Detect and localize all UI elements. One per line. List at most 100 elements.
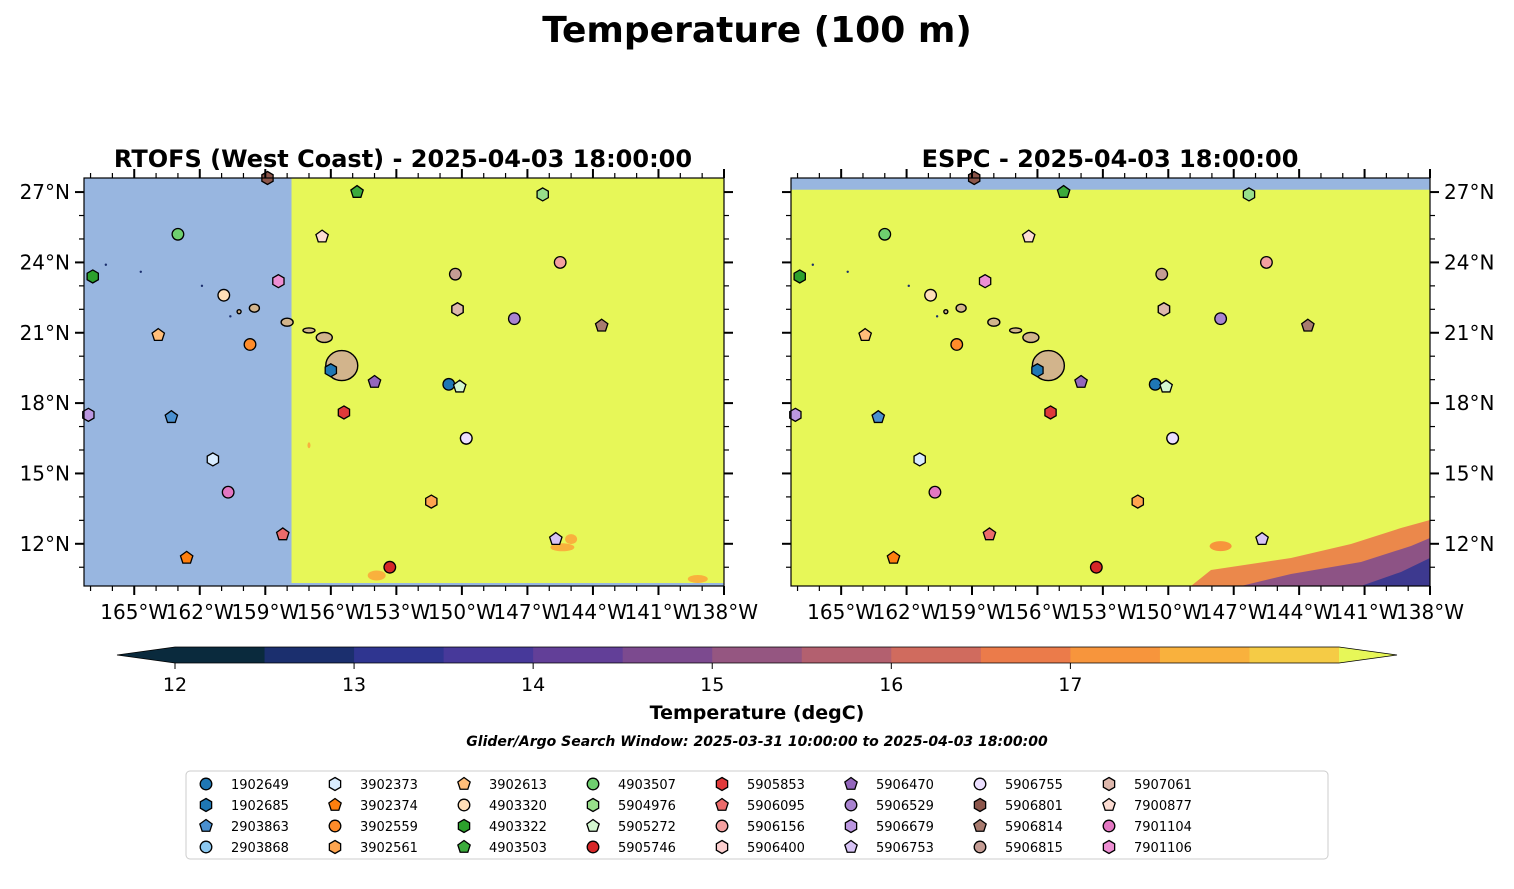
island bbox=[302, 327, 316, 334]
platform-marker-1902685 bbox=[1031, 363, 1044, 378]
platform-marker-4903320 bbox=[217, 288, 231, 302]
markers-espc bbox=[789, 170, 1315, 574]
platform-marker-3902613 bbox=[151, 327, 166, 342]
legend-marker bbox=[328, 819, 342, 833]
legend-label: 5907061 bbox=[1134, 778, 1192, 793]
lon-label: 144°W bbox=[1265, 600, 1333, 624]
legend-marker bbox=[1102, 839, 1116, 855]
platform-marker-5906815 bbox=[448, 267, 462, 281]
legend-label: 2903868 bbox=[231, 841, 289, 856]
lat-label: 15°N bbox=[1444, 461, 1494, 485]
platform-marker-3902374 bbox=[886, 550, 901, 564]
colorbar-tick-labels: 12 13 14 15 16 17 bbox=[163, 674, 1083, 696]
platform-marker-5906156 bbox=[553, 255, 567, 269]
platform-marker-7901104 bbox=[221, 485, 235, 499]
platform-marker-5906755 bbox=[459, 431, 473, 445]
legend-label: 5906815 bbox=[1005, 841, 1063, 856]
legend-marker bbox=[328, 839, 342, 855]
lon-label: 162°W bbox=[873, 600, 941, 624]
ticks-rtofs bbox=[75, 169, 733, 595]
lon-label: 147°W bbox=[1200, 600, 1268, 624]
platform-marker-5905746 bbox=[383, 560, 397, 574]
legend-marker bbox=[715, 797, 729, 811]
platform-marker-5906814 bbox=[1300, 318, 1315, 332]
lon-labels-rtofs: 165°W 162°W 159°W 156°W 153°W 150°W 147°… bbox=[100, 600, 758, 624]
legend-label: 3902559 bbox=[360, 820, 418, 835]
legend-item: 4903322 bbox=[457, 818, 547, 835]
colorbar-segment bbox=[1249, 647, 1340, 663]
island bbox=[315, 331, 333, 344]
lon-label: 165°W bbox=[100, 600, 168, 624]
platform-legend: 1902649 1902685 2903863 2903868 3902373 39023… bbox=[185, 770, 1329, 860]
platform-marker-5906755 bbox=[1166, 431, 1180, 445]
legend-label: 2903863 bbox=[231, 820, 289, 835]
legend-marker bbox=[586, 840, 600, 854]
platform-marker-7901106 bbox=[272, 273, 285, 289]
legend-label: 7901106 bbox=[1134, 841, 1192, 856]
platform-marker-5905272 bbox=[452, 379, 467, 393]
colorbar-label: Temperature (degC) bbox=[650, 702, 865, 724]
legend-item: 7901104 bbox=[1102, 819, 1192, 835]
legend-item: 5906400 bbox=[715, 839, 805, 856]
colorbar-high-extend bbox=[1339, 647, 1397, 663]
legend-marker bbox=[1102, 819, 1116, 833]
colorbar-segment bbox=[891, 647, 982, 663]
platform-marker-7900877 bbox=[315, 229, 330, 243]
legend-label: 5906755 bbox=[1005, 778, 1063, 793]
lon-label: 162°W bbox=[166, 600, 234, 624]
island bbox=[248, 303, 261, 313]
platform-marker-4903503 bbox=[350, 184, 364, 198]
legend-marker bbox=[457, 798, 471, 812]
lat-label: 18°N bbox=[20, 391, 70, 415]
lat-labels-rtofs: 12°N 15°N 18°N 21°N 24°N 27°N bbox=[20, 180, 70, 556]
lon-label: 153°W bbox=[362, 600, 430, 624]
platform-marker-4903322 bbox=[86, 269, 100, 284]
colorbar-ticks bbox=[174, 663, 1071, 669]
legend-marker bbox=[457, 818, 471, 834]
warm-anomaly-patch bbox=[687, 574, 708, 583]
legend-marker bbox=[586, 797, 600, 813]
warm-anomaly-patch bbox=[307, 442, 311, 449]
colorbar-low-extend bbox=[117, 647, 175, 663]
legend-item: 3902373 bbox=[328, 776, 418, 793]
platform-marker-5906753 bbox=[1255, 531, 1270, 546]
platform-marker-5906753 bbox=[548, 531, 563, 546]
legend-marker bbox=[844, 798, 858, 812]
legend-marker bbox=[328, 776, 342, 792]
platform-marker-3902613 bbox=[858, 327, 873, 342]
legend-label: 5905272 bbox=[618, 820, 676, 835]
legend-item: 3902374 bbox=[328, 797, 418, 814]
lon-label: 141°W bbox=[1331, 600, 1399, 624]
legend-item: 5906801 bbox=[973, 797, 1063, 814]
no-data-region bbox=[84, 178, 292, 586]
legend-item: 7901106 bbox=[1102, 839, 1192, 856]
legend-marker bbox=[199, 797, 213, 813]
legend-label: 5906814 bbox=[1005, 820, 1063, 835]
lon-labels-espc: 165°W 162°W 159°W 156°W 153°W 150°W 147°… bbox=[807, 600, 1464, 624]
platform-marker-5906156 bbox=[1259, 255, 1273, 269]
cool-water-region bbox=[1361, 558, 1430, 586]
lat-labels-espc: 12°N 15°N 18°N 21°N 24°N 27°N bbox=[1444, 180, 1494, 556]
legend-box bbox=[185, 770, 1329, 860]
legend-item: 2903868 bbox=[199, 840, 289, 856]
platform-marker-4903507 bbox=[171, 227, 185, 241]
colorbar-tick-label: 16 bbox=[879, 674, 903, 696]
legend-marker bbox=[328, 797, 342, 811]
platform-marker-5906814 bbox=[594, 318, 609, 332]
platform-marker-5906529 bbox=[1214, 312, 1228, 326]
warm-anomaly-patch bbox=[367, 570, 386, 581]
legend-item: 5906755 bbox=[973, 777, 1063, 793]
legend-label: 5905746 bbox=[618, 841, 676, 856]
legend-item: 7900877 bbox=[1102, 797, 1192, 814]
no-data-strip bbox=[791, 178, 1430, 190]
legend-label: 5906400 bbox=[747, 841, 805, 856]
island bbox=[987, 317, 1001, 327]
warm-anomaly-patch bbox=[565, 534, 578, 545]
legend-label: 5906753 bbox=[876, 841, 934, 856]
island bbox=[1008, 327, 1023, 334]
platform-marker-5906470 bbox=[367, 374, 382, 388]
legend-marker bbox=[586, 818, 600, 832]
legend-item: 5906815 bbox=[973, 840, 1063, 856]
legend-label: 1902685 bbox=[231, 799, 289, 814]
legend-label: 3902373 bbox=[360, 778, 418, 793]
